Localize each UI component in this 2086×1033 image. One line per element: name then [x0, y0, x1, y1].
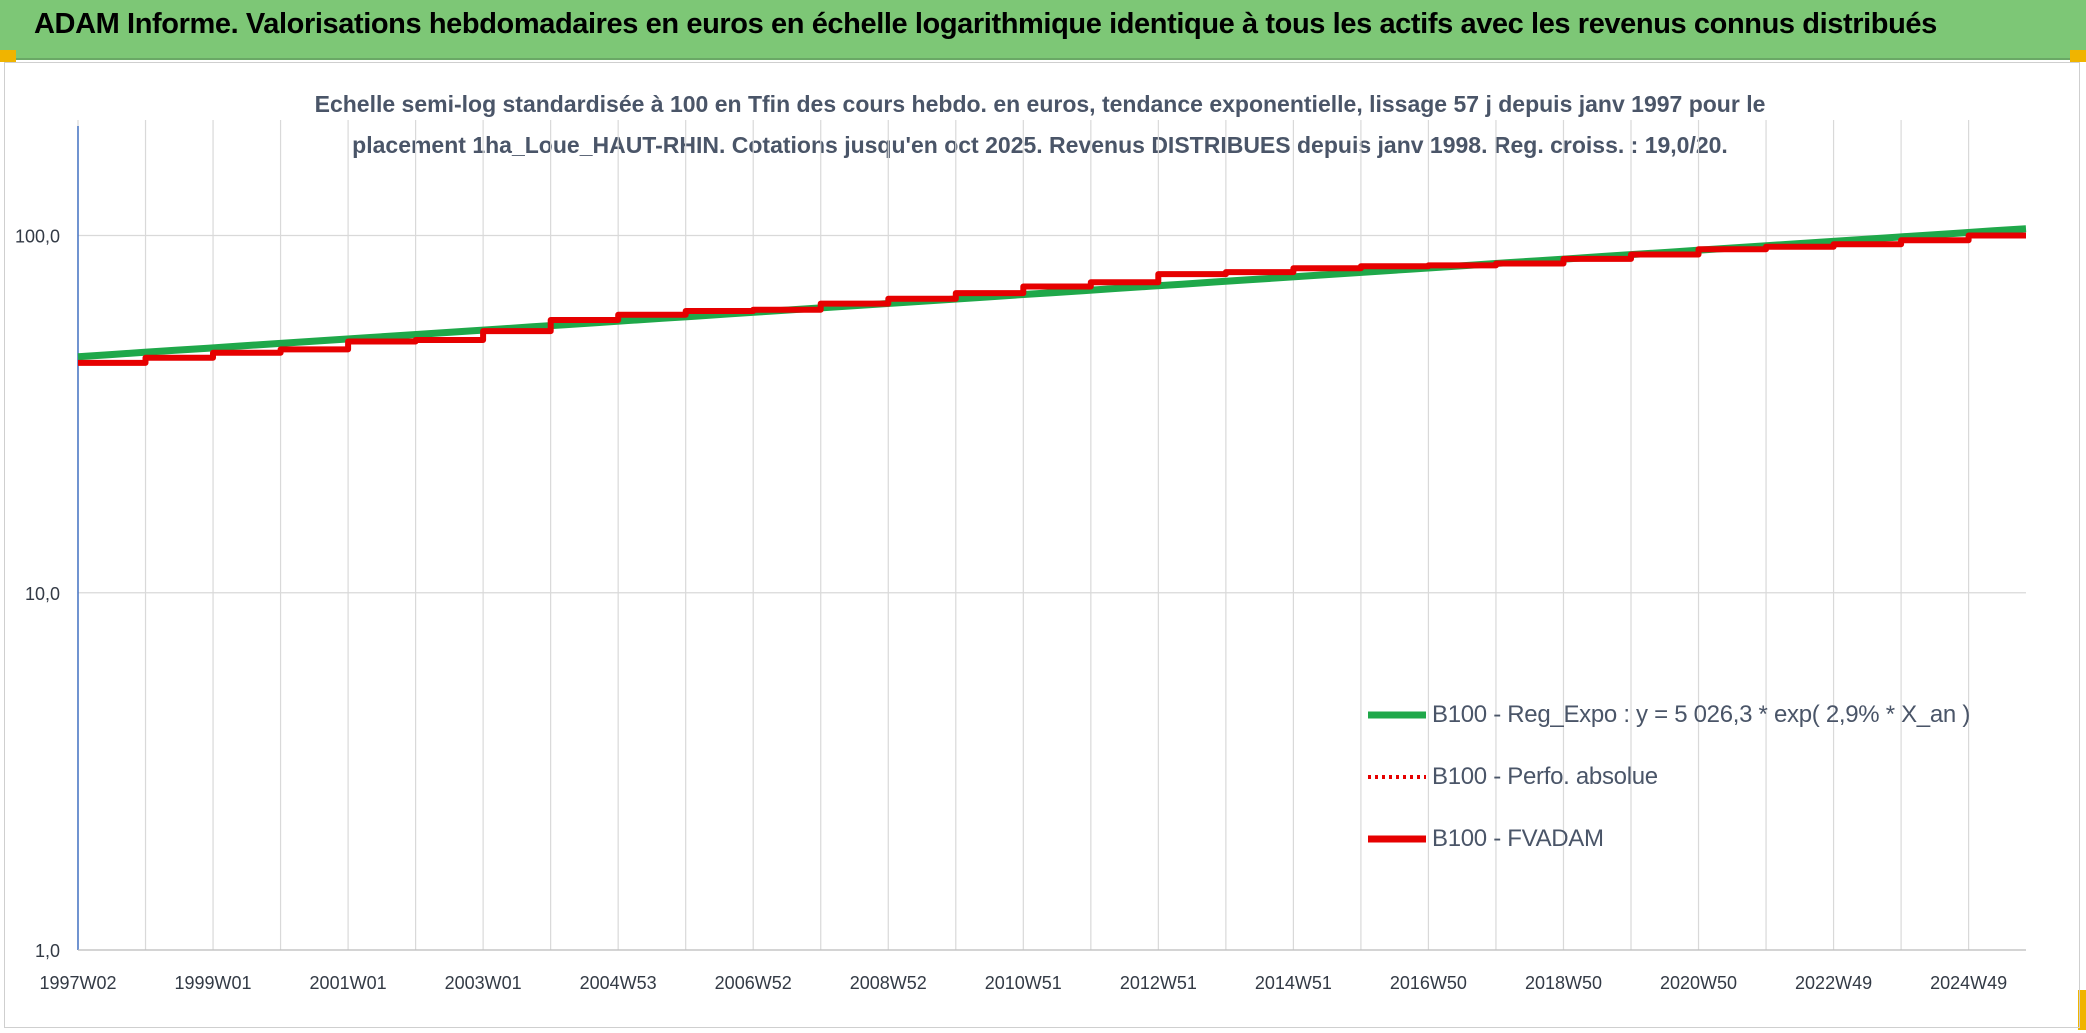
legend-item-reg-expo: B100 - Reg_Expo : y = 5 026,3 * exp( 2,9… — [1366, 684, 1970, 746]
legend-item-fvadam: B100 - FVADAM — [1366, 808, 1970, 870]
legend-swatch-reg-expo — [1368, 711, 1426, 719]
legend-swatch-perfo-absolue — [1368, 775, 1426, 779]
x-tick-label: 1997W02 — [39, 973, 116, 993]
x-tick-label: 2010W51 — [985, 973, 1062, 993]
series-line-fvadam — [78, 232, 2026, 366]
axes — [77, 126, 2026, 951]
x-tick-label: 2006W52 — [715, 973, 792, 993]
plot-area-border — [4, 62, 2080, 1028]
x-tick-label: 2024W49 — [1930, 973, 2007, 993]
x-tick-label: 2003W01 — [445, 973, 522, 993]
chart-title-line-2: placement 1ha_Loue_HAUT-RHIN. Cotations … — [352, 132, 1728, 158]
header-bar: ADAM Informe. Valorisations hebdomadaire… — [0, 0, 2086, 60]
x-tick-label: 2008W52 — [850, 973, 927, 993]
chart-title-line-1: Echelle semi-log standardisée à 100 en T… — [314, 91, 1766, 117]
series-lines — [77, 225, 2027, 366]
legend-label-fvadam: B100 - FVADAM — [1432, 825, 1604, 852]
x-tick-label: 2004W53 — [580, 973, 657, 993]
chart-title: Echelle semi-log standardisée à 100 en T… — [240, 84, 1840, 166]
series-line-perfo-absolue — [78, 234, 2026, 364]
legend-label-perfo-absolue: B100 - Perfo. absolue — [1432, 763, 1658, 790]
page-title: ADAM Informe. Valorisations hebdomadaire… — [34, 8, 1937, 40]
x-tick-label: 2012W51 — [1120, 973, 1197, 993]
legend: B100 - Reg_Expo : y = 5 026,3 * exp( 2,9… — [1366, 684, 1970, 870]
tick-labels: 1,0 10,0 100,0 1997W02 1999W01 2001W01 2003W01… — [15, 227, 2007, 993]
x-tick-label: 2018W50 — [1525, 973, 1602, 993]
x-tick-label: 2001W01 — [310, 973, 387, 993]
x-tick-label: 2022W49 — [1795, 973, 1872, 993]
y-tick-label: 1,0 — [35, 941, 60, 961]
x-tick-label: 2016W50 — [1390, 973, 1467, 993]
corner-accent-bottom-right — [2078, 990, 2086, 1030]
y-tick-label: 10,0 — [25, 584, 60, 604]
y-tick-label: 100,0 — [15, 227, 60, 247]
x-tick-label: 1999W01 — [175, 973, 252, 993]
legend-swatch-fvadam — [1368, 835, 1426, 843]
x-tick-label: 2020W50 — [1660, 973, 1737, 993]
corner-accent-top-right — [2070, 50, 2086, 62]
legend-label-reg-expo: B100 - Reg_Expo : y = 5 026,3 * exp( 2,9… — [1432, 701, 1971, 728]
corner-accent-top-left — [0, 50, 16, 62]
legend-item-perfo-absolue: B100 - Perfo. absolue — [1366, 746, 1970, 808]
x-tick-label: 2014W51 — [1255, 973, 1332, 993]
